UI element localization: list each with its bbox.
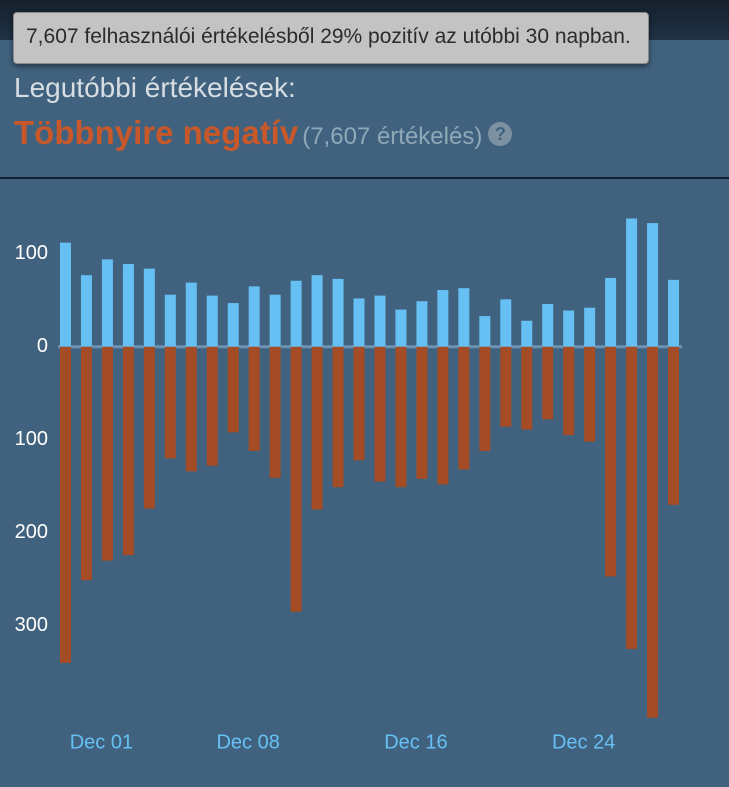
bar bbox=[185, 346, 197, 472]
bar bbox=[374, 295, 386, 347]
bar bbox=[206, 346, 218, 466]
bar bbox=[542, 304, 554, 347]
bar bbox=[500, 346, 512, 427]
bar bbox=[185, 282, 197, 347]
bar bbox=[395, 309, 407, 347]
bar bbox=[605, 277, 617, 347]
bar bbox=[290, 280, 302, 347]
bar bbox=[269, 294, 281, 347]
bar bbox=[59, 346, 71, 663]
bar bbox=[500, 299, 512, 347]
bar bbox=[605, 346, 617, 577]
bar bbox=[332, 346, 344, 488]
y-tick-label: 100 bbox=[15, 242, 48, 264]
bar bbox=[101, 346, 113, 561]
y-tick-label: 200 bbox=[15, 521, 48, 543]
bar bbox=[269, 346, 281, 478]
bar bbox=[101, 259, 113, 347]
bar bbox=[353, 346, 365, 461]
bar bbox=[311, 275, 323, 347]
section-header: Legutóbbi értékelések: bbox=[14, 72, 296, 103]
bar bbox=[437, 346, 449, 485]
bar bbox=[80, 275, 92, 347]
bar bbox=[143, 346, 155, 509]
bar bbox=[626, 346, 638, 649]
x-tick-label: Dec 01 bbox=[70, 731, 133, 753]
bar bbox=[311, 346, 323, 510]
bar bbox=[584, 307, 596, 347]
x-tick-label: Dec 24 bbox=[552, 731, 615, 753]
bar bbox=[479, 316, 491, 347]
verdict: Többnyire negatív bbox=[14, 114, 299, 151]
divider bbox=[0, 177, 729, 179]
bar bbox=[353, 298, 365, 347]
bar bbox=[122, 346, 134, 556]
bar bbox=[416, 346, 428, 479]
bar bbox=[416, 301, 428, 347]
bar bbox=[206, 295, 218, 347]
bar bbox=[584, 346, 596, 442]
y-tick-label: 0 bbox=[37, 335, 48, 357]
bar bbox=[626, 218, 638, 347]
y-tick-label: 100 bbox=[15, 428, 48, 450]
bar bbox=[521, 346, 533, 430]
bar bbox=[437, 290, 449, 347]
bar bbox=[542, 346, 554, 420]
bar bbox=[164, 294, 176, 347]
bar bbox=[479, 346, 491, 451]
bar bbox=[458, 288, 470, 347]
bar bbox=[458, 346, 470, 470]
bar bbox=[395, 346, 407, 488]
bar bbox=[164, 346, 176, 459]
bar bbox=[668, 346, 680, 505]
x-tick-label: Dec 08 bbox=[216, 731, 279, 753]
tooltip: 7,607 felhasználói értékelésből 29% pozi… bbox=[13, 12, 649, 64]
bar bbox=[122, 264, 134, 347]
review-summary: Többnyire negatív (7,607 értékelés)? bbox=[14, 114, 513, 152]
bar bbox=[521, 320, 533, 347]
review-count: (7,607 értékelés) bbox=[302, 123, 483, 150]
bar bbox=[332, 278, 344, 347]
bar bbox=[59, 242, 71, 347]
bar bbox=[563, 310, 575, 347]
help-icon[interactable]: ? bbox=[488, 122, 513, 146]
bar bbox=[374, 346, 386, 482]
bar bbox=[227, 303, 239, 347]
bar bbox=[143, 268, 155, 347]
bar bbox=[80, 346, 92, 581]
bar bbox=[248, 346, 260, 451]
bar bbox=[248, 286, 260, 347]
bar bbox=[668, 279, 680, 347]
bar bbox=[647, 346, 659, 718]
y-tick-label: 300 bbox=[15, 614, 48, 636]
bar bbox=[227, 346, 239, 433]
bar bbox=[563, 346, 575, 436]
bar bbox=[647, 223, 659, 347]
bar bbox=[290, 346, 302, 612]
x-tick-label: Dec 16 bbox=[384, 731, 447, 753]
